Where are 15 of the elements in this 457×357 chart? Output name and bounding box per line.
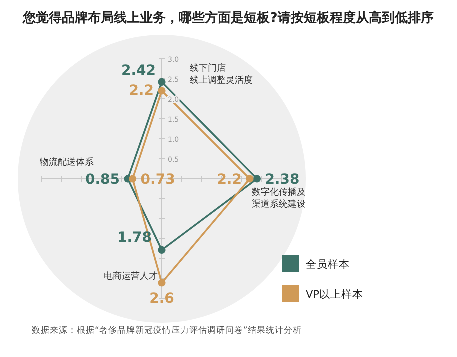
source-note: 数据来源：根据“奢侈品牌新冠疫情压力评估调研问卷”结果统计分析	[32, 325, 302, 336]
spoke-label: 数字化传播及渠道系统建设	[252, 187, 306, 210]
data-label: 0.85	[85, 172, 120, 188]
chart-title: 您觉得品牌布局线上业务，哪些方面是短板?请按短板程度从高到低排序	[22, 10, 434, 26]
data-label: 2.2	[129, 83, 154, 99]
spoke-label: 电商运营人才	[104, 271, 158, 282]
data-label: 2.42	[121, 63, 156, 80]
spoke-label: 物流配送体系	[40, 157, 94, 168]
legend-label: 全员样本	[306, 258, 350, 271]
spoke-label: 线下门店线上调整灵活度	[190, 63, 253, 86]
data-label: 0.73	[140, 172, 176, 188]
data-label: 2.38	[265, 172, 300, 188]
legend-label: VP以上样本	[306, 288, 364, 301]
data-label: 2.6	[150, 291, 174, 307]
data-label: 2.2	[217, 172, 242, 188]
